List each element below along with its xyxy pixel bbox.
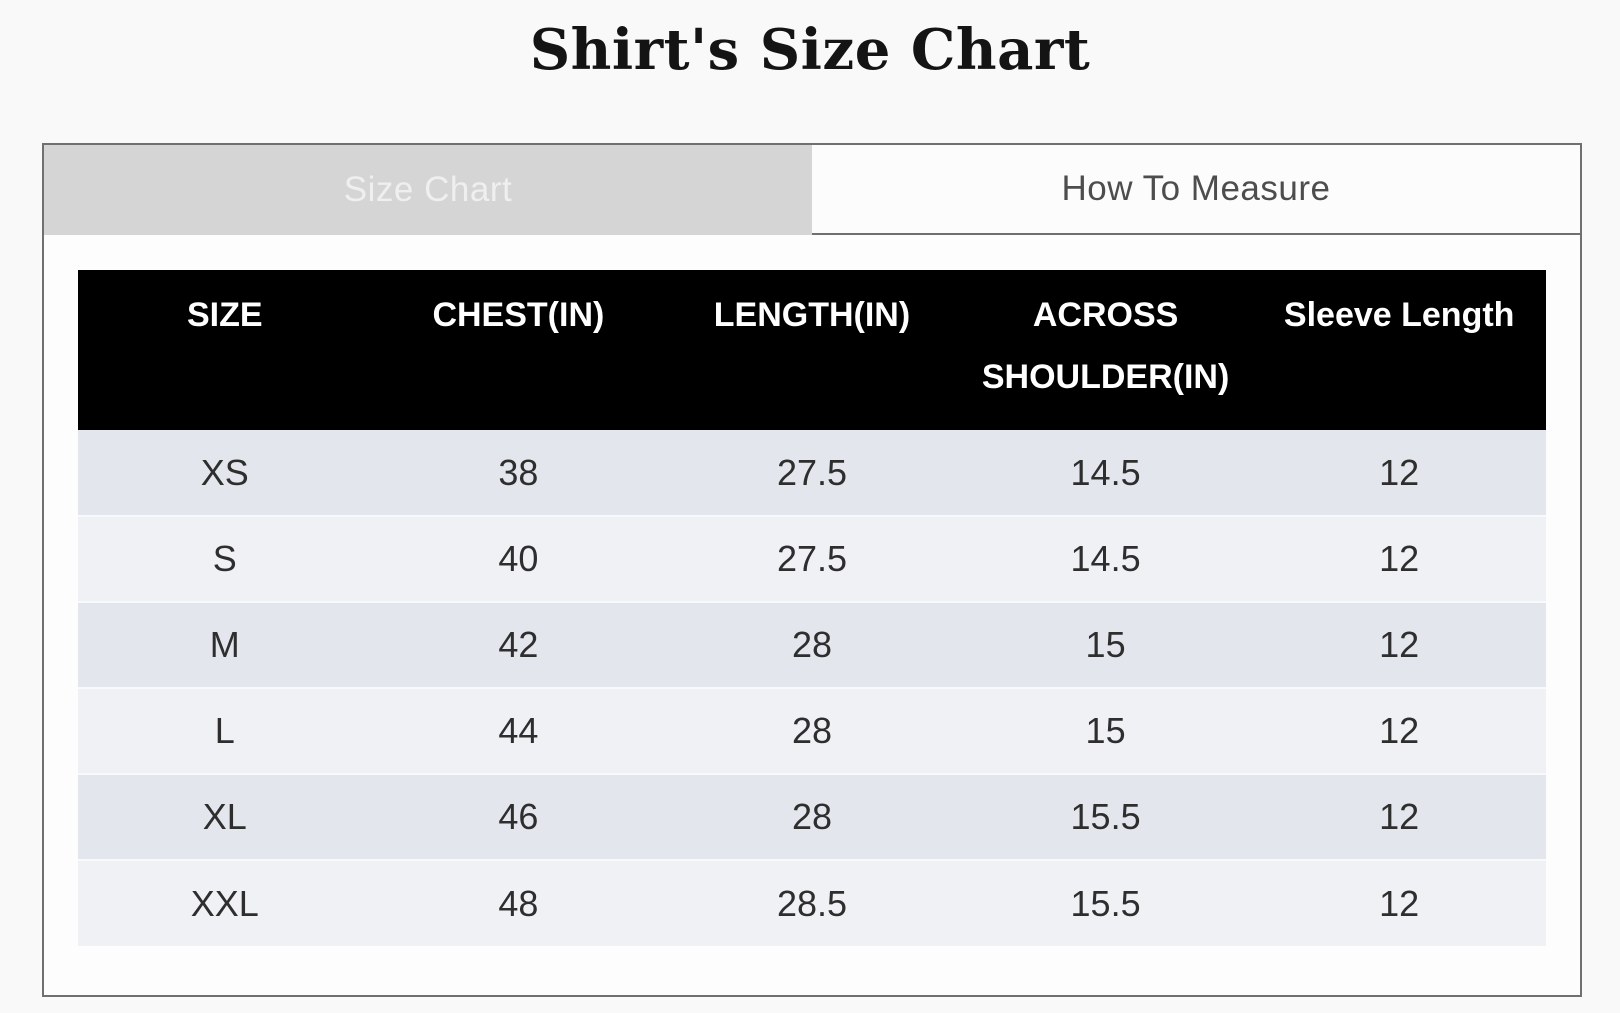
cell-length: 28 [665, 601, 959, 688]
tab-bar: Size Chart How To Measure [44, 145, 1580, 235]
cell-size: XXL [78, 859, 372, 946]
cell-sleeve-length: 12 [1252, 601, 1546, 688]
cell-length: 28 [665, 687, 959, 774]
cell-chest: 46 [371, 773, 666, 860]
cell-length: 27.5 [665, 515, 959, 602]
cell-sleeve-length: 12 [1252, 515, 1546, 602]
table-row-xs: XS 38 27.5 14.5 12 [78, 430, 1546, 516]
cell-across-shoulder: 14.5 [958, 430, 1253, 516]
cell-chest: 40 [371, 515, 666, 602]
cell-sleeve-length: 12 [1252, 430, 1546, 516]
cell-chest: 38 [371, 430, 666, 516]
table-row-l: L 44 28 15 12 [78, 687, 1546, 774]
table-row-xl: XL 46 28 15.5 12 [78, 773, 1546, 860]
size-table-container: SIZE CHEST(IN) LENGTH(IN) ACROSS SHOULDE… [78, 270, 1546, 946]
column-header-across-shoulder: ACROSS SHOULDER(IN) [958, 270, 1253, 430]
size-table: SIZE CHEST(IN) LENGTH(IN) ACROSS SHOULDE… [78, 270, 1546, 946]
cell-size: M [78, 601, 372, 688]
cell-size: XL [78, 773, 372, 860]
page-title: Shirt's Size Chart [529, 17, 1091, 83]
cell-length: 28.5 [665, 859, 959, 946]
cell-length: 28 [665, 773, 959, 860]
cell-sleeve-length: 12 [1252, 773, 1546, 860]
cell-sleeve-length: 12 [1252, 687, 1546, 774]
cell-chest: 44 [371, 687, 666, 774]
column-header-length: LENGTH(IN) [665, 270, 959, 430]
tab-size-chart[interactable]: Size Chart [44, 145, 812, 235]
cell-across-shoulder: 14.5 [958, 515, 1253, 602]
cell-size: XS [78, 430, 372, 516]
table-header-row: SIZE CHEST(IN) LENGTH(IN) ACROSS SHOULDE… [78, 270, 1546, 430]
table-row-m: M 42 28 15 12 [78, 601, 1546, 688]
cell-chest: 48 [371, 859, 666, 946]
cell-length: 27.5 [665, 430, 959, 516]
table-row-xxl: XXL 48 28.5 15.5 12 [78, 859, 1546, 946]
cell-across-shoulder: 15 [958, 687, 1253, 774]
table-row-s: S 40 27.5 14.5 12 [78, 515, 1546, 602]
cell-across-shoulder: 15.5 [958, 773, 1253, 860]
column-header-size: SIZE [78, 270, 372, 430]
tab-how-to-measure[interactable]: How To Measure [812, 145, 1580, 235]
cell-chest: 42 [371, 601, 666, 688]
cell-size: S [78, 515, 372, 602]
column-header-sleeve-length: Sleeve Length [1252, 270, 1546, 430]
column-header-chest: CHEST(IN) [371, 270, 666, 430]
size-chart-panel: Size Chart How To Measure SIZE CHEST(IN)… [42, 143, 1582, 997]
cell-across-shoulder: 15.5 [958, 859, 1253, 946]
cell-size: L [78, 687, 372, 774]
cell-across-shoulder: 15 [958, 601, 1253, 688]
cell-sleeve-length: 12 [1252, 859, 1546, 946]
